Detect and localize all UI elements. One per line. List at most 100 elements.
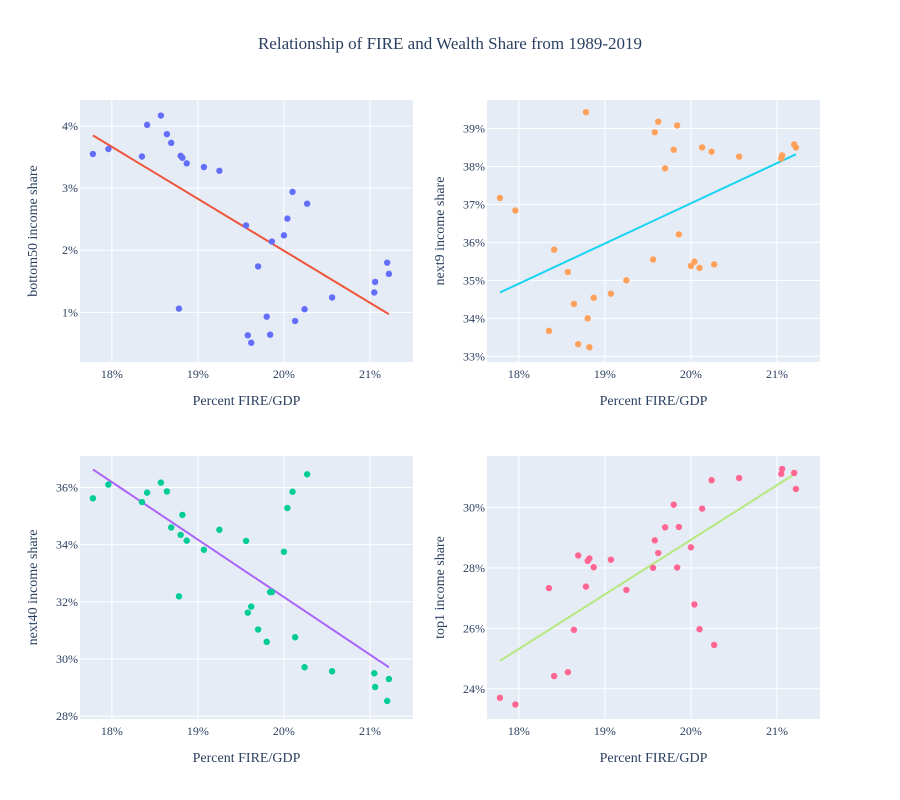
data-point-next40	[183, 537, 190, 544]
data-point-top1	[735, 474, 743, 482]
x-tick-label: 18%	[508, 724, 530, 738]
data-point-top1	[790, 469, 798, 477]
data-point-next9	[564, 268, 572, 276]
data-point-next40	[254, 626, 262, 633]
x-tick-label: 18%	[101, 724, 123, 738]
data-point-next40	[177, 531, 184, 539]
data-point-next9	[708, 148, 715, 155]
subplot-next40: 18% 19% 20% 21% 28% 30% 32% 34% 36% Percent FIRE/…	[26, 456, 413, 766]
data-point-next9	[778, 152, 786, 159]
data-point-top1	[673, 564, 681, 571]
y-tick-label: 39%	[463, 121, 485, 135]
y-tick-label: 35%	[463, 273, 485, 287]
data-point-bottom50	[143, 121, 151, 129]
subplot-next9: 18% 19% 20% 21% 33% 34% 35% 36% 37% 38% 39% Percent…	[433, 100, 820, 409]
trend-line-top1	[499, 472, 797, 662]
data-point-next9	[735, 153, 743, 160]
data-point-next40	[105, 481, 112, 488]
y-tick-label: 36%	[56, 480, 78, 494]
data-point-top1	[550, 672, 558, 680]
data-point-next40	[280, 548, 288, 555]
data-point-next9	[675, 231, 683, 238]
data-point-top1	[590, 564, 597, 571]
data-point-next9	[670, 146, 677, 153]
data-point-next9	[792, 144, 800, 151]
data-point-bottom50	[263, 313, 270, 320]
data-point-next40	[216, 526, 223, 533]
data-point-bottom50	[89, 150, 97, 158]
data-point-bottom50	[163, 130, 171, 138]
x-tick-label: 18%	[101, 367, 123, 381]
data-point-next9	[575, 340, 582, 348]
data-point-bottom50	[200, 163, 208, 171]
data-point-next9	[607, 290, 615, 297]
data-point-next9	[649, 256, 657, 263]
x-tick-label: 21%	[359, 724, 381, 738]
data-point-next9	[570, 300, 578, 308]
data-point-top1	[607, 556, 615, 563]
y-axis-title: next40 income share	[26, 530, 41, 646]
data-point-bottom50	[371, 278, 379, 286]
data-point-top1	[670, 501, 677, 508]
data-point-next40	[143, 489, 151, 496]
x-tick-label: 21%	[766, 367, 788, 381]
data-point-next9	[545, 327, 553, 335]
y-tick-label: 28%	[463, 561, 485, 575]
data-point-next9	[698, 144, 706, 151]
data-point-top1	[792, 485, 800, 493]
x-tick-label: 18%	[508, 367, 530, 381]
x-tick-label: 19%	[594, 724, 616, 738]
y-tick-label: 1%	[62, 305, 78, 319]
y-tick-label: 30%	[56, 652, 78, 666]
y-tick-label: 4%	[62, 119, 78, 133]
y-axis-title: next9 income share	[433, 177, 448, 286]
data-point-bottom50	[328, 294, 336, 301]
data-point-next40	[385, 675, 393, 683]
subplot-top1: 18% 19% 20% 21% 24% 26% 28% 30% Percent FIRE/GDP…	[433, 456, 820, 766]
data-point-top1	[710, 641, 718, 649]
data-point-bottom50	[280, 232, 288, 239]
data-point-top1	[696, 626, 703, 633]
data-point-top1	[661, 524, 669, 531]
data-point-next9	[582, 108, 590, 116]
data-point-top1	[675, 523, 683, 531]
data-point-top1	[586, 555, 593, 562]
data-point-next9	[623, 277, 630, 284]
data-point-top1	[708, 476, 715, 484]
trend-line-bottom50	[92, 134, 390, 316]
data-point-next40	[328, 668, 336, 675]
data-point-next9	[691, 258, 698, 265]
data-point-next9	[586, 343, 593, 351]
data-point-bottom50	[248, 339, 255, 346]
data-point-bottom50	[371, 289, 378, 296]
data-point-bottom50	[242, 222, 250, 229]
data-point-next40	[248, 603, 255, 610]
data-point-top1	[496, 694, 504, 702]
data-point-next40	[383, 697, 391, 705]
data-point-bottom50	[266, 331, 274, 338]
data-point-top1	[623, 586, 630, 594]
data-point-bottom50	[303, 200, 311, 207]
data-point-next9	[673, 122, 681, 129]
data-point-bottom50	[284, 215, 291, 222]
y-tick-label: 34%	[56, 538, 78, 552]
data-point-next40	[284, 504, 291, 512]
data-point-next40	[371, 683, 379, 691]
data-point-top1	[651, 537, 658, 544]
y-tick-label: 26%	[463, 621, 485, 635]
data-point-next40	[89, 495, 97, 502]
data-point-bottom50	[168, 139, 175, 147]
data-point-bottom50	[268, 238, 276, 245]
y-tick-label: 2%	[62, 243, 78, 257]
data-point-top1	[778, 465, 786, 473]
data-point-bottom50	[291, 317, 299, 325]
y-tick-label: 38%	[463, 159, 485, 173]
data-point-bottom50	[105, 145, 112, 153]
data-point-next40	[168, 524, 175, 531]
y-axis-title: top1 income share	[433, 536, 448, 639]
data-point-next40	[242, 537, 250, 545]
data-point-top1	[649, 564, 657, 572]
plot-area-top1	[487, 456, 820, 719]
data-point-bottom50	[383, 259, 391, 266]
data-point-next40	[371, 670, 378, 677]
